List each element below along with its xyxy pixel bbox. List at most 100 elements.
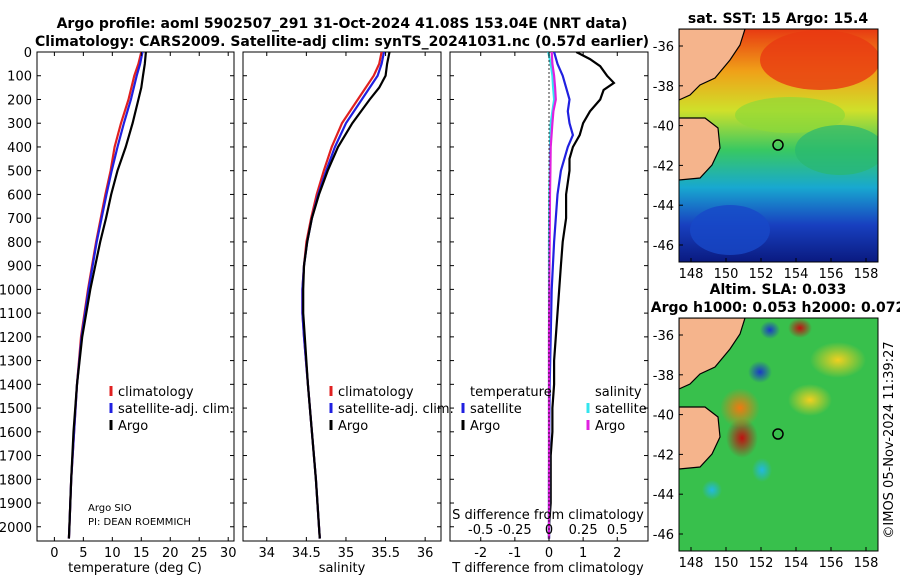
sla-low-anomaly [702, 480, 722, 500]
x-tick-label: 0 [50, 546, 58, 561]
difference-lines [547, 52, 616, 541]
temperature-legend: climatology satellite-adj. clim. Argo [109, 385, 234, 434]
depth-tick-label: 400 [7, 141, 32, 156]
map-x-tick-label: 156 [819, 556, 844, 571]
temperature-xlabel: temperature (deg C) [68, 561, 202, 576]
depth-tick-label: 500 [7, 165, 32, 180]
sla-low-anomaly [760, 321, 780, 339]
sla-low-anomaly [752, 458, 772, 482]
salinity-xticks: 34 34.5 35 35.5 36 [258, 52, 433, 561]
mainland-coast [679, 318, 746, 390]
tasmania-coast [679, 117, 721, 181]
top-tick-label: 0.5 [607, 523, 628, 538]
difference-legend: temperature satellite Argo salinity sate… [461, 385, 647, 434]
imos-watermark: ©IMOS 05-Nov-2024 11:39:27 [882, 341, 897, 538]
depth-tick-label: 1700 [0, 450, 32, 465]
depth-tick-label: 1900 [0, 497, 32, 512]
legend-title-temperature: temperature [470, 385, 552, 400]
map-y-tick-label: -36 [653, 329, 674, 344]
sla-map-ticks: 148 150 152 154 156 158 -36 -38 -40 -42 -44 -46 [653, 329, 879, 571]
depth-tick-label: 600 [7, 188, 32, 203]
legend-label-t-argo: Argo [470, 419, 500, 434]
top-tick-label: -0.5 [468, 523, 493, 538]
sst-cold-patch [690, 205, 770, 255]
map-y-tick-label: -44 [653, 488, 674, 503]
legend-label-s-argo: Argo [595, 419, 625, 434]
sla-map-image [679, 318, 878, 551]
sla-map-frame [678, 317, 879, 552]
series-line-t-argo [547, 52, 616, 539]
sla-positive-anomaly [788, 384, 832, 416]
depth-tick-label: 1800 [0, 473, 32, 488]
difference-xlabel-top: S difference from climatology [452, 508, 644, 523]
map-y-tick-label: -44 [653, 199, 674, 214]
map-x-tick-label: 152 [749, 267, 774, 282]
sla-positive-anomaly [720, 388, 760, 428]
x-tick-label: 20 [162, 546, 179, 561]
sst-map-title: sat. SST: 15 Argo: 15.4 [688, 11, 868, 27]
legend-title-salinity: salinity [595, 385, 642, 400]
x-tick-label: 2 [613, 546, 621, 561]
difference-xticks: -2 -1 0 1 2 -0.5 -0.25 0 0.25 0.5 [468, 52, 628, 561]
depth-tick-label: 1400 [0, 378, 32, 393]
map-y-tick-label: -42 [653, 448, 674, 463]
figure-title-line2: Climatology: CARS2009. Satellite-adj cli… [35, 34, 649, 50]
top-tick-label: -0.25 [498, 523, 532, 538]
depth-tick-label: 800 [7, 236, 32, 251]
x-tick-label: 10 [104, 546, 121, 561]
series-line-argo [67, 52, 147, 539]
sla-high-anomaly [726, 418, 758, 458]
legend-label-climatology: climatology [118, 385, 194, 400]
temperature-xticks: 0 5 10 15 20 25 30 [50, 52, 236, 561]
legend-label-t-satellite: satellite [470, 402, 522, 417]
depth-tick-label: 200 [7, 93, 32, 108]
map-y-tick-label: -38 [653, 369, 674, 384]
argo-pi: PI: DEAN ROEMMICH [88, 517, 191, 528]
sst-map-ticks: 148 150 152 154 156 158 -36 -38 -40 -42 -44 -46 [653, 40, 879, 282]
map-y-tick-label: -40 [653, 120, 674, 135]
x-tick-label: 15 [133, 546, 150, 561]
map-y-tick-label: -46 [653, 239, 674, 254]
depth-tick-label: 900 [7, 260, 32, 275]
map-y-tick-label: -38 [653, 80, 674, 95]
series-line-argo [302, 52, 391, 539]
tasmania-coast [679, 406, 721, 470]
temperature-lines [67, 52, 147, 539]
depth-tick-label: 0 [24, 46, 32, 61]
sla-high-anomaly [788, 318, 812, 338]
sla-positive-anomaly [810, 342, 866, 378]
x-tick-label: 1 [579, 546, 587, 561]
temperature-axes [36, 51, 235, 542]
depth-axis: 0 100 200 300 400 500 600 700 800 900 1000 1100 1200… [0, 46, 648, 536]
map-x-tick-label: 148 [679, 267, 704, 282]
salinity-xlabel: salinity [319, 561, 366, 576]
map-x-tick-label: 158 [854, 267, 879, 282]
sla-map-title-line2: Argo h1000: 0.053 h2000: 0.072 [651, 300, 900, 316]
depth-tick-label: 100 [7, 70, 32, 85]
map-x-tick-label: 154 [784, 267, 809, 282]
map-x-tick-label: 148 [679, 556, 704, 571]
sst-warm-patch [760, 30, 878, 90]
legend-label-climatology: climatology [338, 385, 414, 400]
x-tick-label: -1 [508, 546, 521, 561]
salinity-lines [301, 52, 391, 539]
argo-location-marker [772, 428, 784, 440]
x-tick-label: 25 [191, 546, 208, 561]
depth-tick-label: 1100 [0, 307, 32, 322]
depth-tick-label: 1600 [0, 426, 32, 441]
depth-tick-label: 700 [7, 212, 32, 227]
legend-label-argo: Argo [118, 419, 148, 434]
x-tick-label: 34 [258, 546, 275, 561]
map-x-tick-label: 158 [854, 556, 879, 571]
top-tick-label: 0.25 [569, 523, 598, 538]
legend-label-satellite: satellite-adj. clim. [338, 402, 454, 417]
x-tick-label: -2 [474, 546, 487, 561]
sla-map-title-line1: Altim. SLA: 0.033 [710, 282, 847, 298]
sla-low-anomaly [748, 361, 772, 383]
map-x-tick-label: 152 [749, 556, 774, 571]
difference-xlabel: T difference from climatology [451, 561, 644, 576]
mainland-coast [679, 29, 746, 101]
map-y-tick-label: -36 [653, 40, 674, 55]
salinity-axes [242, 51, 442, 542]
depth-tick-label: 1000 [0, 283, 32, 298]
